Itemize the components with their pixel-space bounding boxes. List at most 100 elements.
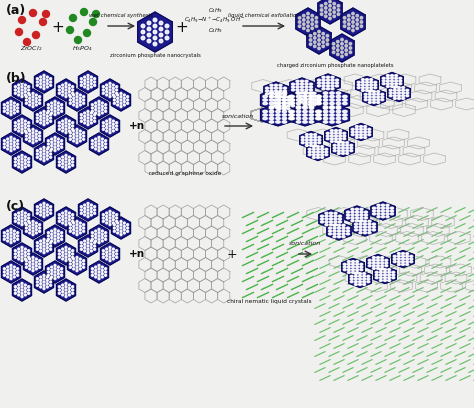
Circle shape [73, 258, 75, 260]
Circle shape [91, 86, 92, 88]
Circle shape [50, 245, 52, 247]
Circle shape [91, 143, 93, 145]
Circle shape [116, 122, 118, 124]
Ellipse shape [386, 207, 389, 209]
Ellipse shape [305, 134, 308, 135]
Circle shape [113, 99, 115, 101]
Circle shape [14, 217, 17, 219]
Ellipse shape [287, 105, 290, 107]
Ellipse shape [305, 92, 308, 94]
Circle shape [333, 2, 336, 5]
Ellipse shape [333, 233, 336, 235]
Circle shape [337, 40, 339, 43]
Ellipse shape [373, 99, 375, 101]
Circle shape [3, 107, 5, 109]
Ellipse shape [289, 117, 293, 120]
Ellipse shape [282, 110, 287, 113]
Circle shape [58, 286, 60, 288]
Circle shape [36, 117, 38, 119]
Circle shape [3, 232, 5, 234]
Circle shape [98, 274, 100, 276]
Circle shape [311, 27, 313, 29]
Ellipse shape [352, 261, 355, 262]
Circle shape [14, 289, 17, 291]
Circle shape [10, 232, 12, 234]
Circle shape [21, 246, 23, 248]
Circle shape [62, 290, 64, 293]
Ellipse shape [310, 136, 312, 138]
Circle shape [54, 107, 56, 109]
Ellipse shape [356, 220, 358, 222]
Circle shape [98, 242, 100, 244]
Circle shape [72, 161, 73, 163]
Circle shape [21, 168, 23, 170]
Ellipse shape [276, 106, 280, 108]
Circle shape [32, 142, 34, 144]
Circle shape [147, 21, 151, 25]
Circle shape [24, 212, 26, 214]
Circle shape [69, 266, 72, 268]
Polygon shape [67, 217, 87, 239]
Ellipse shape [263, 114, 267, 116]
Ellipse shape [309, 92, 314, 94]
Circle shape [21, 256, 23, 258]
Text: +n: +n [129, 121, 145, 131]
Polygon shape [296, 8, 320, 36]
Circle shape [91, 140, 93, 142]
Circle shape [98, 143, 100, 145]
Ellipse shape [368, 91, 371, 93]
Ellipse shape [330, 135, 333, 137]
Circle shape [36, 156, 38, 158]
Circle shape [345, 53, 347, 55]
Polygon shape [264, 82, 288, 100]
Ellipse shape [336, 99, 341, 101]
Circle shape [46, 83, 48, 84]
Ellipse shape [364, 226, 366, 228]
Circle shape [40, 283, 42, 285]
Circle shape [322, 41, 325, 43]
Circle shape [65, 82, 67, 84]
Ellipse shape [317, 95, 321, 98]
Polygon shape [67, 253, 87, 275]
Ellipse shape [391, 213, 393, 215]
Ellipse shape [376, 257, 379, 259]
Ellipse shape [269, 121, 274, 123]
Circle shape [352, 21, 354, 23]
Circle shape [337, 9, 340, 11]
Circle shape [40, 204, 42, 206]
Circle shape [54, 104, 56, 106]
Circle shape [106, 120, 108, 122]
Circle shape [95, 145, 97, 146]
Circle shape [68, 87, 70, 89]
Circle shape [13, 269, 15, 271]
Circle shape [27, 256, 29, 258]
Circle shape [326, 39, 328, 41]
Circle shape [343, 25, 346, 27]
Circle shape [105, 143, 107, 145]
Ellipse shape [373, 265, 375, 267]
Circle shape [98, 110, 100, 112]
Circle shape [101, 145, 103, 146]
Circle shape [106, 123, 108, 125]
Circle shape [101, 233, 103, 235]
Circle shape [26, 260, 27, 262]
Circle shape [29, 133, 31, 135]
Circle shape [46, 286, 48, 288]
Ellipse shape [382, 210, 384, 212]
Circle shape [98, 140, 100, 142]
Circle shape [65, 161, 67, 163]
Circle shape [62, 219, 64, 221]
Circle shape [62, 87, 64, 89]
Ellipse shape [334, 224, 337, 226]
Circle shape [81, 209, 82, 211]
Circle shape [46, 211, 48, 213]
Circle shape [65, 253, 67, 255]
Circle shape [102, 220, 104, 222]
Ellipse shape [333, 224, 336, 226]
Circle shape [40, 243, 42, 245]
Circle shape [21, 220, 23, 222]
Ellipse shape [364, 137, 366, 138]
Circle shape [79, 258, 81, 260]
Ellipse shape [347, 269, 350, 271]
Circle shape [109, 256, 111, 258]
